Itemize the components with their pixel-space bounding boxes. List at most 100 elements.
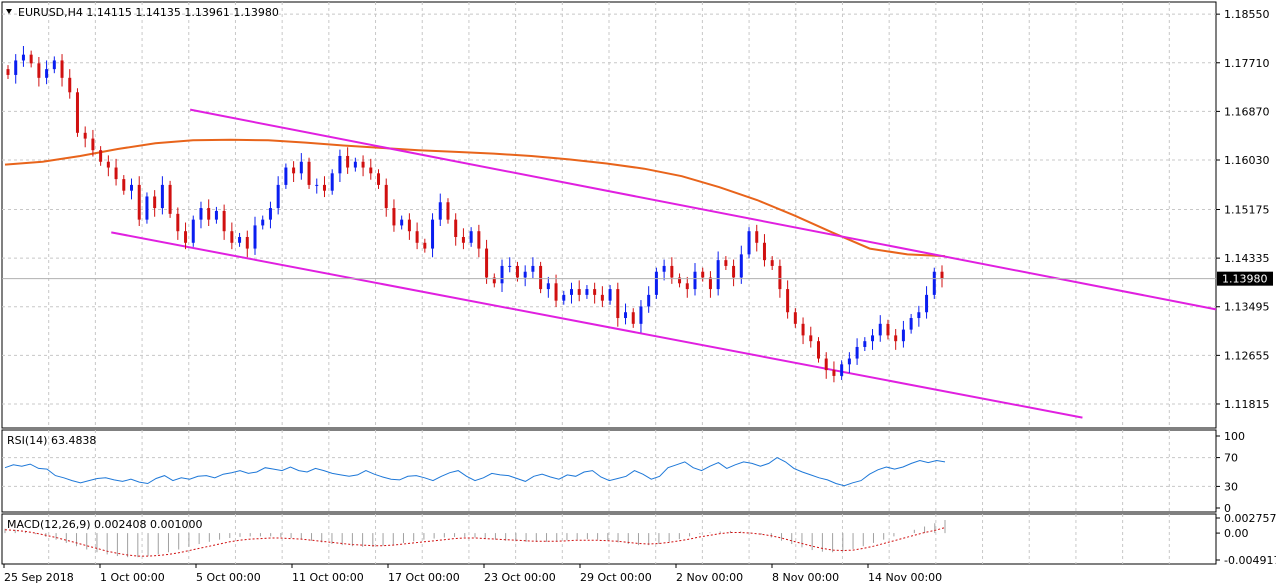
candle-body xyxy=(222,210,226,232)
candle-body xyxy=(369,167,373,174)
candle-body xyxy=(330,173,334,191)
candle-body xyxy=(477,231,481,249)
candle-body xyxy=(446,202,450,220)
candle-body xyxy=(68,77,72,93)
candle-body xyxy=(91,138,95,151)
candle-body xyxy=(716,260,720,290)
candle-body xyxy=(670,265,674,278)
candle-body xyxy=(29,54,33,64)
candle-body xyxy=(894,335,898,342)
candle-body xyxy=(106,161,110,168)
candle-body xyxy=(886,323,890,336)
candle-body xyxy=(392,208,396,226)
candle-body xyxy=(261,219,265,226)
price-tick-label: 1.17710 xyxy=(1224,57,1270,70)
collapse-triangle-icon[interactable] xyxy=(6,9,12,14)
candle-body xyxy=(608,289,612,301)
candle-body xyxy=(739,254,743,278)
candle-body xyxy=(747,231,751,255)
rsi-tick-label: 30 xyxy=(1224,480,1238,493)
time-tick-label: 1 Oct 00:00 xyxy=(100,571,165,584)
time-tick-label: 25 Sep 2018 xyxy=(4,571,74,584)
candle-body xyxy=(83,132,87,139)
time-tick-label: 2 Nov 00:00 xyxy=(676,571,743,584)
candle-body xyxy=(207,208,211,220)
candle-body xyxy=(770,260,774,266)
candle-body xyxy=(816,341,820,359)
price-tick-label: 1.16030 xyxy=(1224,154,1270,167)
price-tick-label: 1.14335 xyxy=(1224,252,1270,265)
candle-body xyxy=(276,184,280,209)
macd-tick-label: -0.004917 xyxy=(1224,554,1276,567)
candle-body xyxy=(238,236,242,243)
candle-body xyxy=(515,265,519,278)
candle-body xyxy=(577,289,581,295)
candle-body xyxy=(685,283,689,290)
candle-body xyxy=(786,289,790,313)
candle-body xyxy=(60,60,64,78)
candle-body xyxy=(253,225,257,249)
rsi-series xyxy=(4,457,946,487)
price-tick-label: 1.16870 xyxy=(1224,105,1270,118)
candle-body xyxy=(878,323,882,336)
candle-body xyxy=(415,231,419,243)
candle-body xyxy=(268,208,272,220)
candle-body xyxy=(940,271,944,279)
candle-body xyxy=(523,271,527,278)
candle-body xyxy=(45,69,49,78)
candle-body xyxy=(153,196,157,209)
channel-trendline xyxy=(111,231,1083,419)
candle-body xyxy=(438,202,442,220)
rsi-tick-label: 0 xyxy=(1224,502,1231,515)
candle-body xyxy=(99,150,103,162)
candle-body xyxy=(176,213,180,232)
candle-body xyxy=(75,92,79,133)
candle-body xyxy=(932,271,936,295)
candle-body xyxy=(925,294,929,313)
candle-body xyxy=(832,370,836,376)
candle-body xyxy=(191,219,195,243)
candle-body xyxy=(384,184,388,209)
candle-body xyxy=(678,277,682,284)
candle-body xyxy=(230,231,234,243)
candle-body xyxy=(901,329,905,342)
candle-body xyxy=(122,179,126,191)
symbol-title: EURUSD,H4 1.14115 1.14135 1.13961 1.1398… xyxy=(18,6,279,19)
price-tick-label: 1.11815 xyxy=(1224,398,1270,411)
candle-body xyxy=(14,60,18,75)
candle-body xyxy=(214,210,218,220)
candle-body xyxy=(917,312,921,319)
candle-body xyxy=(338,155,342,174)
candle-body xyxy=(431,219,435,249)
candle-body xyxy=(539,265,543,290)
candlestick-series xyxy=(6,45,944,383)
candle-body xyxy=(361,161,365,168)
candle-body xyxy=(732,265,736,278)
candle-body xyxy=(423,242,427,249)
candle-body xyxy=(863,341,867,347)
candle-body xyxy=(292,167,296,174)
candle-body xyxy=(616,289,620,319)
candle-body xyxy=(114,167,118,180)
candle-body xyxy=(593,289,597,295)
candle-body xyxy=(37,63,41,78)
candle-body xyxy=(600,294,604,301)
candle-body xyxy=(160,184,164,209)
axis-labels: 1.18550 1.17710 1.16870 1.16030 1.15175 1.143… xyxy=(2,8,1276,584)
candle-body xyxy=(346,155,350,168)
time-tick-label: 8 Nov 00:00 xyxy=(772,571,839,584)
candle-body xyxy=(855,346,859,359)
macd-tick-label: 0.002757 xyxy=(1224,512,1276,525)
candle-body xyxy=(168,184,172,214)
price-overlays xyxy=(4,108,1217,419)
candle-body xyxy=(662,265,666,272)
current-price-label: 1.13980 xyxy=(1222,273,1268,286)
candle-body xyxy=(762,242,766,261)
candle-body xyxy=(199,208,203,220)
candle-body xyxy=(299,161,303,174)
macd-title: MACD(12,26,9) 0.002408 0.001000 xyxy=(7,518,203,531)
candle-body xyxy=(778,265,782,290)
time-tick-label: 29 Oct 00:00 xyxy=(580,571,652,584)
candle-body xyxy=(353,161,357,168)
